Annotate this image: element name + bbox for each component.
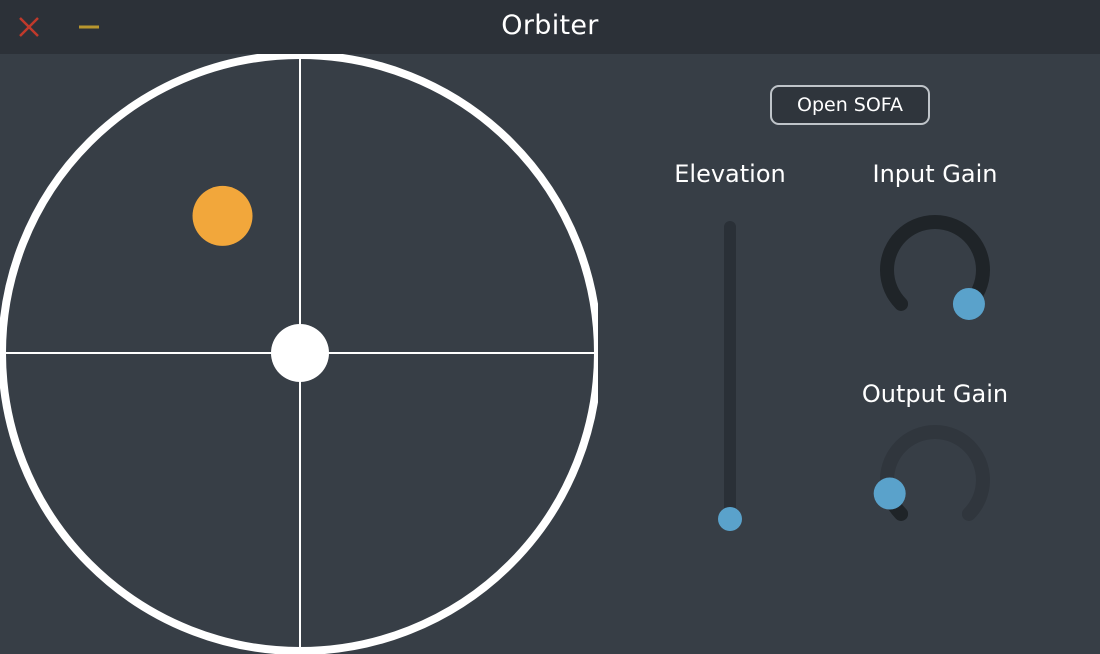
input-gain-knob[interactable]: [870, 205, 1000, 335]
output-gain-knob[interactable]: [870, 415, 1000, 545]
source-dot[interactable]: [192, 185, 253, 246]
elevation-label: Elevation: [674, 160, 786, 188]
output-gain-knob-thumb[interactable]: [873, 477, 906, 510]
open-sofa-button[interactable]: Open SOFA: [770, 85, 930, 125]
close-icon[interactable]: [16, 14, 42, 40]
input-gain-knob-thumb[interactable]: [952, 287, 985, 320]
title-bar: Orbiter: [0, 0, 1100, 54]
minimize-icon[interactable]: [76, 14, 102, 40]
input-gain-label: Input Gain: [872, 160, 998, 188]
output-gain-label: Output Gain: [861, 380, 1009, 408]
elevation-slider[interactable]: [710, 215, 750, 535]
window-title: Orbiter: [501, 10, 599, 41]
spatial-panner[interactable]: [0, 54, 600, 654]
input-gain-knob-arc: [880, 215, 990, 311]
listener-dot: [271, 324, 329, 382]
elevation-slider-thumb[interactable]: [718, 507, 742, 531]
